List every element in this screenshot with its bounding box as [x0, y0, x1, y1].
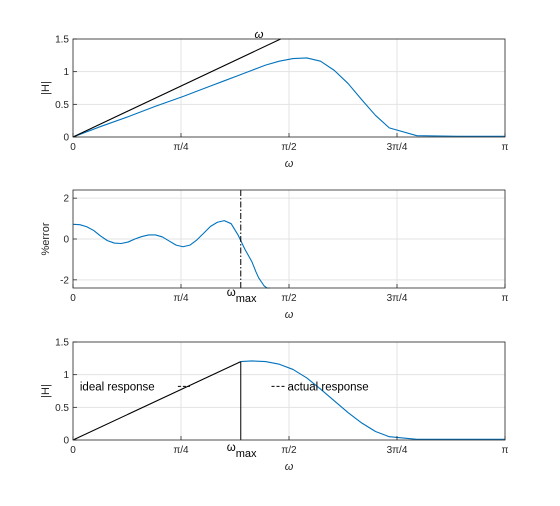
grid [72, 38, 506, 138]
x-tick-label: π/2 [281, 445, 297, 456]
max-subscript: max [236, 448, 257, 460]
annotation-label: actual response [288, 381, 369, 393]
grid [72, 190, 506, 288]
x-tick-label: π/4 [173, 445, 189, 456]
omega-max-label: ωmax [227, 287, 257, 305]
omega-max-label: ωmax [227, 442, 257, 460]
x-axis-label: ω [285, 158, 294, 170]
omega-annotation: ω [255, 29, 264, 41]
max-subscript: max [236, 293, 257, 305]
y-tick-label: 1 [63, 370, 69, 381]
reference-line [72, 361, 241, 441]
x-tick-label: π/2 [281, 293, 297, 304]
x-tick-label: π/2 [281, 142, 297, 153]
reference-line [72, 38, 281, 138]
annotation-label: ideal response [80, 381, 155, 393]
x-tick-label: π/4 [173, 293, 189, 304]
omega-symbol: ω [227, 287, 236, 299]
y-tick-label: 0 [63, 436, 69, 447]
x-tick-label: 3π/4 [387, 293, 408, 304]
axes-3: 0 π/4 π/2 3π/4 π 0 0.5 1 1.5 ω |H| ideal response ac… [40, 338, 509, 474]
y-axis-label: |H| [40, 81, 52, 95]
x-tick-label: 3π/4 [387, 445, 408, 456]
x-tick-label: 0 [70, 293, 76, 304]
y-tick-label: 0.5 [55, 403, 69, 414]
y-tick-label: 0.5 [55, 100, 69, 111]
x-axis-label: ω [285, 461, 294, 473]
series-line [72, 57, 505, 138]
y-axis-label: %error [40, 222, 52, 255]
x-tick-label: π [502, 445, 509, 456]
y-tick-label: -2 [60, 275, 69, 286]
series-line [72, 220, 270, 289]
y-axis-label: |H| [40, 384, 52, 398]
y-tick-label: 0 [63, 235, 69, 246]
x-tick-label: π [502, 293, 509, 304]
y-tick-label: 1.5 [55, 338, 69, 349]
omega-symbol: ω [227, 442, 236, 454]
x-tick-label: π [502, 142, 509, 153]
y-tick-label: 0 [63, 133, 69, 144]
y-tick-label: 1.5 [55, 35, 69, 46]
x-tick-label: π/4 [173, 142, 189, 153]
x-tick-label: 0 [70, 142, 76, 153]
axes-1: 0 π/4 π/2 3π/4 π 0 0.5 1 1.5 ω |H| ω [40, 29, 509, 170]
x-axis-label: ω [285, 309, 294, 321]
series-line [240, 360, 505, 440]
x-tick-label: 3π/4 [387, 142, 408, 153]
y-tick-label: 2 [63, 194, 69, 205]
y-tick-label: 1 [63, 67, 69, 78]
x-tick-label: 0 [70, 445, 76, 456]
